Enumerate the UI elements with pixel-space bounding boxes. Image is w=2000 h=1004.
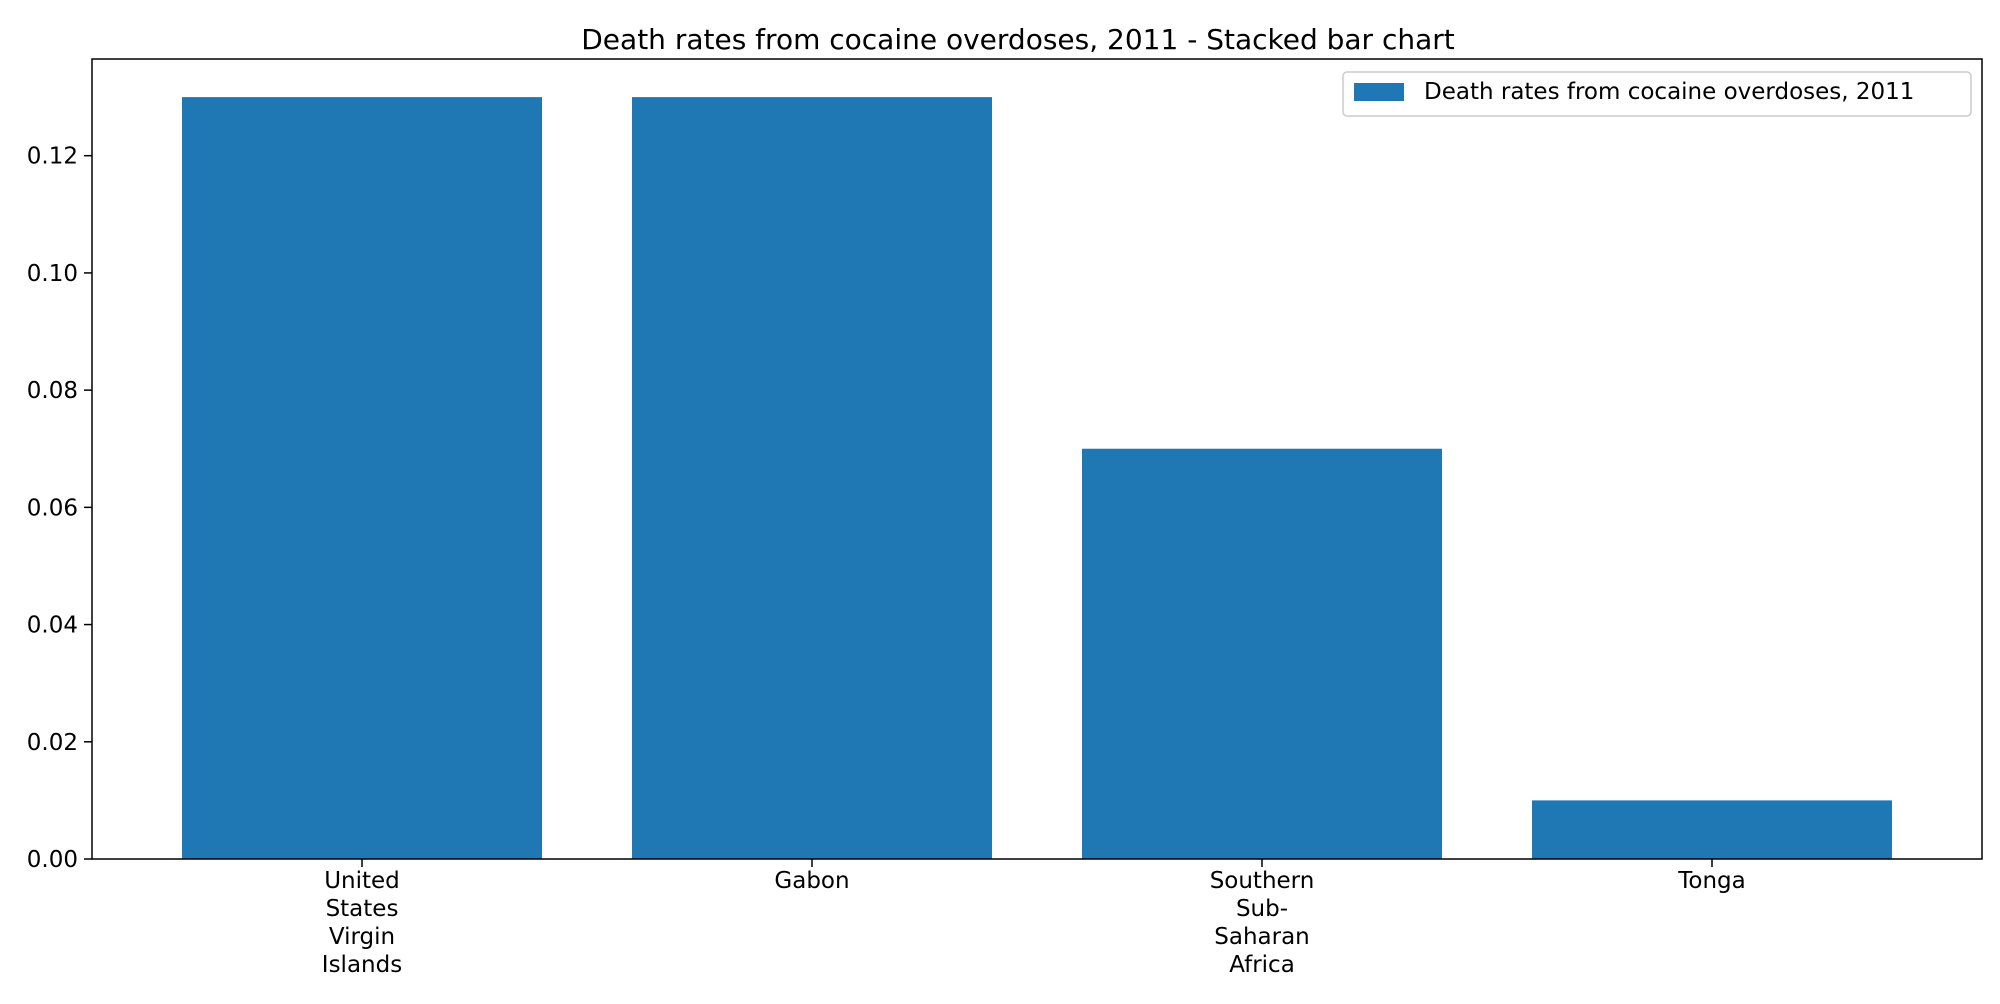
- x-tick-label-line: Islands: [322, 952, 402, 978]
- y-tick-label: 0.12: [27, 144, 78, 170]
- x-tick-label: United States Virgin Islands: [322, 868, 402, 978]
- y-tick-label: 0.06: [27, 495, 78, 521]
- x-tick-label-line: Southern: [1210, 868, 1315, 894]
- x-tick-label-line: Gabon: [774, 868, 849, 894]
- x-tick-label: Southern Sub-Saharan Africa: [1210, 868, 1315, 978]
- y-tick-label: 0.10: [27, 261, 78, 287]
- y-tick-label: 0.00: [27, 847, 78, 873]
- x-axis: United States Virgin Islands Gabon Southern Su…: [322, 859, 1746, 978]
- x-tick-label-line: Sub-: [1236, 896, 1288, 922]
- bars-layer: [182, 97, 1892, 860]
- y-tick-label: 0.08: [27, 378, 78, 404]
- x-tick-label-line: Virgin: [329, 924, 395, 950]
- bar-2: [1082, 448, 1442, 859]
- x-tick-label-line: Tonga: [1677, 868, 1745, 894]
- x-tick-label-line: States: [326, 896, 399, 922]
- chart-title: Death rates from cocaine overdoses, 2011…: [581, 23, 1455, 56]
- legend-box: [1342, 71, 1972, 117]
- x-tick-label: Gabon: [774, 868, 849, 894]
- y-tick-label: 0.02: [27, 730, 78, 756]
- plot-frame: [91, 58, 1983, 860]
- y-axis: 0.00 0.02 0.04 0.06 0.08 0.10 0.12: [27, 144, 92, 873]
- y-tick-label: 0.04: [27, 613, 78, 639]
- legend-label: Death rates from cocaine overdoses, 2011: [1424, 79, 1914, 105]
- x-tick-label: Tonga: [1677, 868, 1745, 894]
- bar-0: [182, 97, 542, 860]
- legend: Death rates from cocaine overdoses, 2011: [1342, 71, 1972, 117]
- legend-swatch: [1354, 83, 1404, 101]
- x-tick-label-line: Africa: [1229, 952, 1295, 978]
- bar-3: [1532, 800, 1892, 859]
- x-tick-label-line: Saharan: [1214, 924, 1310, 950]
- bar-1: [632, 97, 992, 860]
- x-tick-label-line: United: [324, 868, 400, 894]
